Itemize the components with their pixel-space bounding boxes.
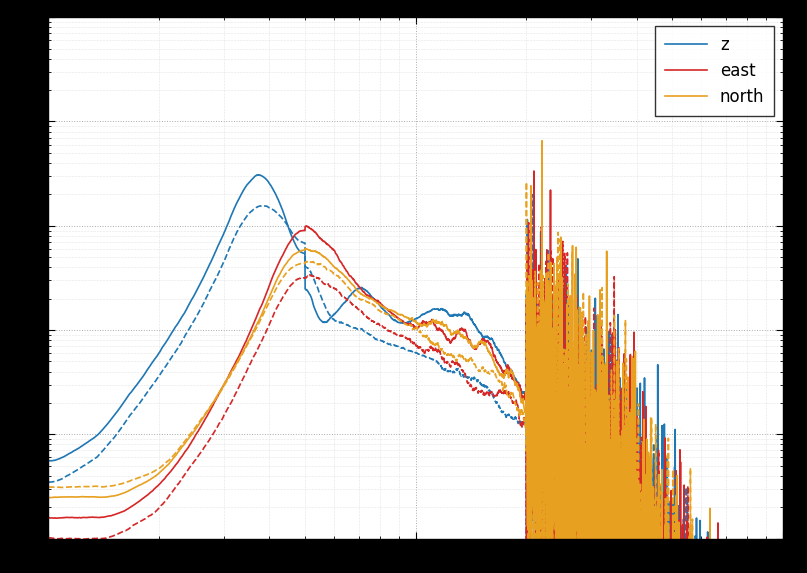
Line: east: east (48, 171, 783, 573)
Line: north: north (48, 141, 783, 573)
z (353, 285, 362, 292)
z (253, 171, 262, 178)
z (577, 348, 587, 355)
north (352, 287, 362, 294)
Line: z: z (48, 175, 783, 573)
east (44, 514, 53, 521)
north (358, 292, 368, 299)
z (44, 457, 53, 464)
east (358, 288, 368, 295)
east (352, 280, 362, 287)
z (393, 319, 403, 325)
north (392, 310, 402, 317)
north (577, 435, 587, 442)
north (44, 494, 53, 501)
east (577, 359, 587, 366)
east (392, 314, 402, 321)
Legend: z, east, north: z, east, north (655, 26, 775, 116)
east (529, 167, 539, 174)
z (358, 285, 368, 292)
north (537, 138, 547, 144)
